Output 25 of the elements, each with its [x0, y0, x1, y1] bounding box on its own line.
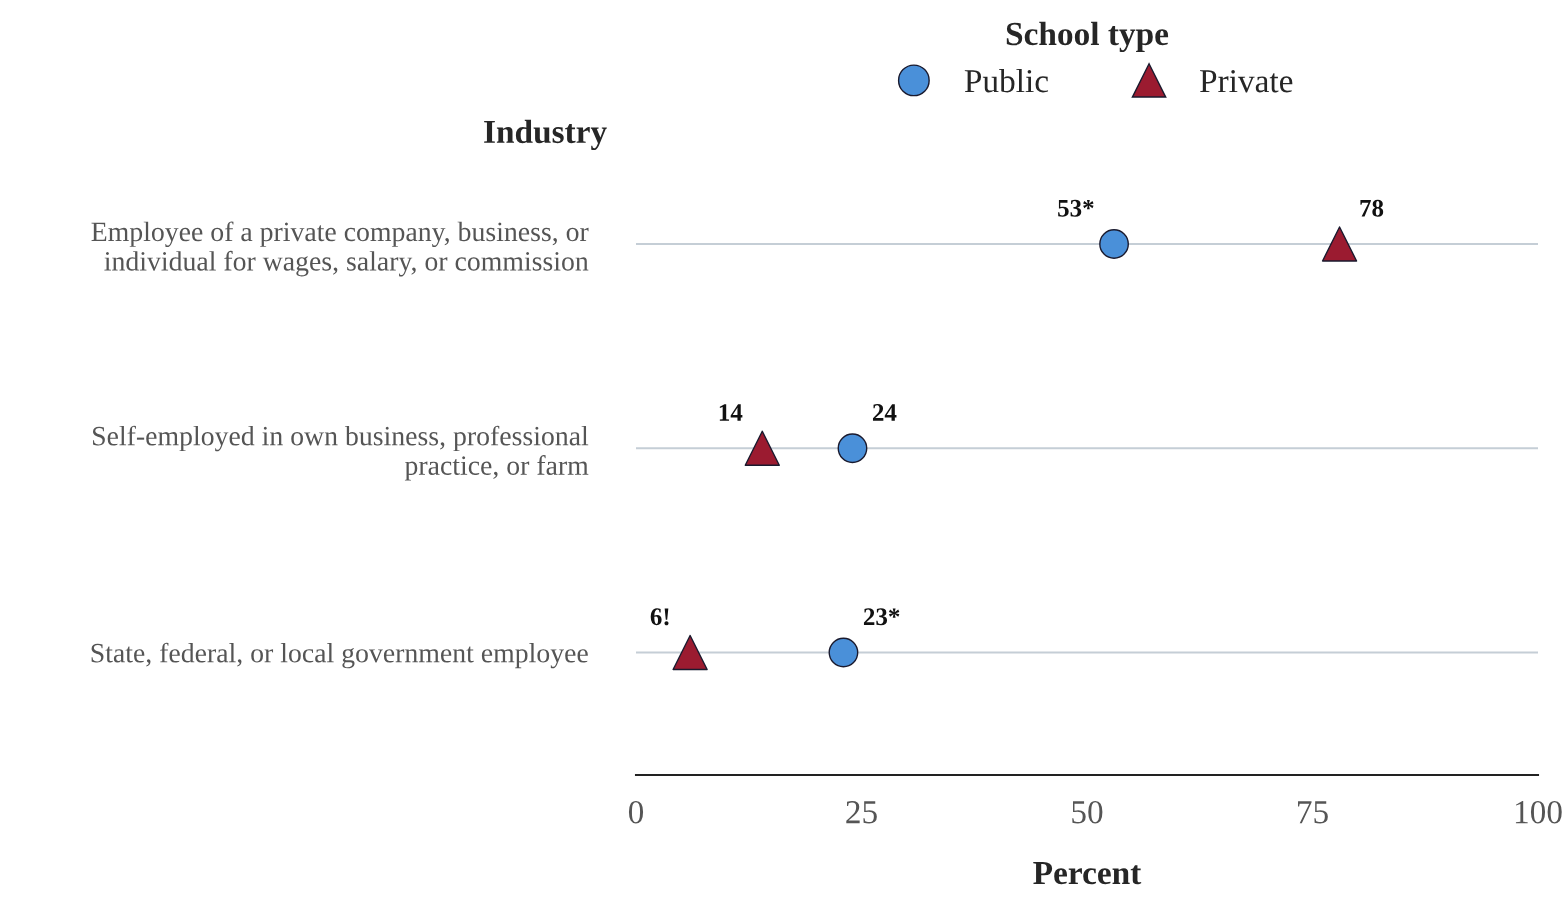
data-label: 53* — [1058, 199, 1094, 217]
data-label: 14 — [719, 404, 743, 421]
point — [1099, 229, 1129, 259]
y-axis-title: Industry — [484, 119, 607, 150]
y-tick-label: State, federal, or local government employee — [91, 642, 588, 669]
legend-title: School type — [1006, 21, 1169, 53]
point — [828, 637, 859, 668]
x-axis-title: Percent — [1033, 862, 1142, 885]
point — [1321, 226, 1358, 262]
x-tick-label: 50 — [1072, 800, 1103, 824]
point — [837, 433, 868, 464]
y-tick-label: Self-employed in own business, professional practice, or farm — [93, 425, 589, 481]
point — [672, 634, 708, 671]
x-tick-label: 75 — [1298, 801, 1328, 824]
data-label: 23* — [863, 608, 900, 626]
x-tick-label: 100 — [1515, 800, 1562, 824]
data-label: 78 — [1360, 199, 1384, 217]
data-label: 6! — [650, 608, 669, 626]
legend-label: Public — [964, 68, 1049, 93]
y-tick-label: Employee of a private company, business, or individual for wages, salary, or commission — [91, 221, 589, 277]
x-tick-label: 25 — [846, 801, 877, 824]
x-tick-label: 0 — [628, 800, 644, 824]
point — [744, 430, 780, 466]
data-label: 24 — [872, 404, 897, 421]
legend-label: Private — [1200, 69, 1293, 93]
